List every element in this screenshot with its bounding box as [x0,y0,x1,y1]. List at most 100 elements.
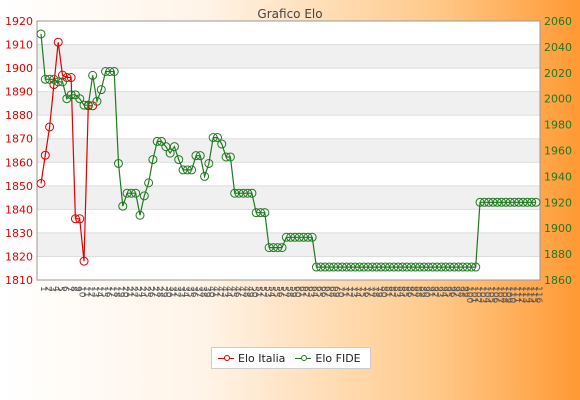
y-right-tick-label: 2060 [544,15,572,28]
x-tick-label: 11 [81,286,91,297]
data-point-elo-fide [66,90,76,100]
data-point-elo-fide [475,197,485,207]
x-tick-label: 7 [64,286,74,292]
data-point-elo-italia [53,37,63,47]
data-point-elo-italia [58,70,68,80]
data-point-elo-fide [178,165,188,175]
y-left-tick-label: 1910 [5,39,33,52]
x-tick-label: 55 [270,286,280,297]
data-point-elo-fide [148,155,158,165]
data-point-elo-fide [531,197,541,207]
data-point-elo-fide [337,262,347,272]
data-point-elo-fide [182,165,192,175]
x-tick-label: 103 [477,286,487,303]
data-point-elo-fide [79,100,89,110]
grid-band [37,44,540,69]
data-point-elo-fide [268,243,278,253]
data-point-elo-fide [135,210,145,220]
data-point-elo-fide [122,188,132,198]
x-tick-label: 4 [51,286,61,292]
data-point-elo-fide [88,70,98,80]
data-point-elo-fide [290,232,300,242]
x-tick-label: 37 [193,286,203,297]
data-point-elo-fide [191,151,201,161]
data-point-elo-fide [212,133,222,143]
data-point-elo-fide [187,165,197,175]
x-tick-label: 36 [189,286,199,298]
x-tick-label: 1 [38,286,48,292]
data-point-elo-fide [96,85,106,95]
data-point-elo-fide [415,262,425,272]
x-tick-label: 38 [197,286,207,298]
data-point-elo-fide [488,197,498,207]
x-tick-label: 72 [344,286,354,297]
x-tick-label: 68 [326,286,336,298]
x-tick-label: 69 [331,286,341,298]
data-point-elo-fide [501,197,511,207]
x-tick-label: 50 [249,286,259,298]
data-point-elo-fide [277,243,287,253]
x-tick-label: 12 [85,286,95,297]
data-point-elo-fide [398,262,408,272]
x-tick-label: 114 [524,286,534,303]
y-right-tick-label: 1960 [544,145,572,158]
data-point-elo-fide [518,197,528,207]
x-tick-label: 5 [55,286,65,292]
x-tick-label: 61 [296,286,306,297]
data-point-elo-fide [251,208,261,218]
x-tick-label: 82 [387,286,397,297]
x-tick-label: 52 [258,286,268,297]
x-tick-label: 94 [438,286,448,298]
x-tick-label: 21 [124,286,134,297]
x-tick-label: 13 [90,286,100,297]
data-point-elo-fide [458,262,468,272]
data-point-elo-italia [36,178,46,188]
x-tick-label: 111 [511,286,521,303]
y-right-tick-label: 1940 [544,170,572,183]
x-tick-label: 67 [322,286,332,297]
data-point-elo-fide [406,262,416,272]
data-point-elo-fide [497,197,507,207]
data-point-elo-italia [70,214,80,224]
x-tick-label: 85 [400,286,410,297]
y-left-tick-label: 1880 [5,109,33,122]
x-tick-label: 29 [159,286,169,298]
x-tick-label: 47 [236,286,246,297]
data-point-elo-fide [45,74,55,84]
x-tick-label: 23 [133,286,143,297]
grid-band [37,91,540,116]
data-point-elo-fide [333,262,343,272]
data-point-elo-fide [204,158,214,168]
x-tick-label: 63 [305,286,315,297]
data-point-elo-italia [40,150,50,160]
x-tick-label: 16 [103,286,113,298]
y-right-tick-label: 1920 [544,196,572,209]
y-left-tick-label: 1850 [5,180,33,193]
data-point-elo-fide [393,262,403,272]
y-left-tick-label: 1820 [5,250,33,263]
x-tick-label: 79 [374,286,384,298]
data-point-elo-fide [410,262,420,272]
legend-label-elo-fide: Elo FIDE [315,351,361,365]
x-tick-label: 8 [68,286,78,292]
data-point-elo-fide [174,155,184,165]
data-point-elo-fide [139,191,149,201]
legend-item-elo-fide: Elo FIDE [295,351,361,365]
x-tick-label: 30 [163,286,173,298]
data-point-elo-fide [363,262,373,272]
x-tick-label: 107 [494,286,504,303]
data-point-elo-fide [359,262,369,272]
data-point-elo-fide [260,208,270,218]
data-point-elo-fide [324,262,334,272]
data-point-elo-italia [79,256,89,266]
x-tick-label: 54 [266,286,276,298]
x-tick-label: 39 [202,286,212,298]
data-point-elo-fide [243,188,253,198]
data-point-elo-fide [454,262,464,272]
data-point-elo-fide [195,151,205,161]
x-tick-label: 71 [339,286,349,297]
data-point-elo-fide [238,188,248,198]
x-tick-label: 14 [94,286,104,298]
x-tick-label: 42 [214,286,224,297]
data-point-elo-fide [92,96,102,106]
